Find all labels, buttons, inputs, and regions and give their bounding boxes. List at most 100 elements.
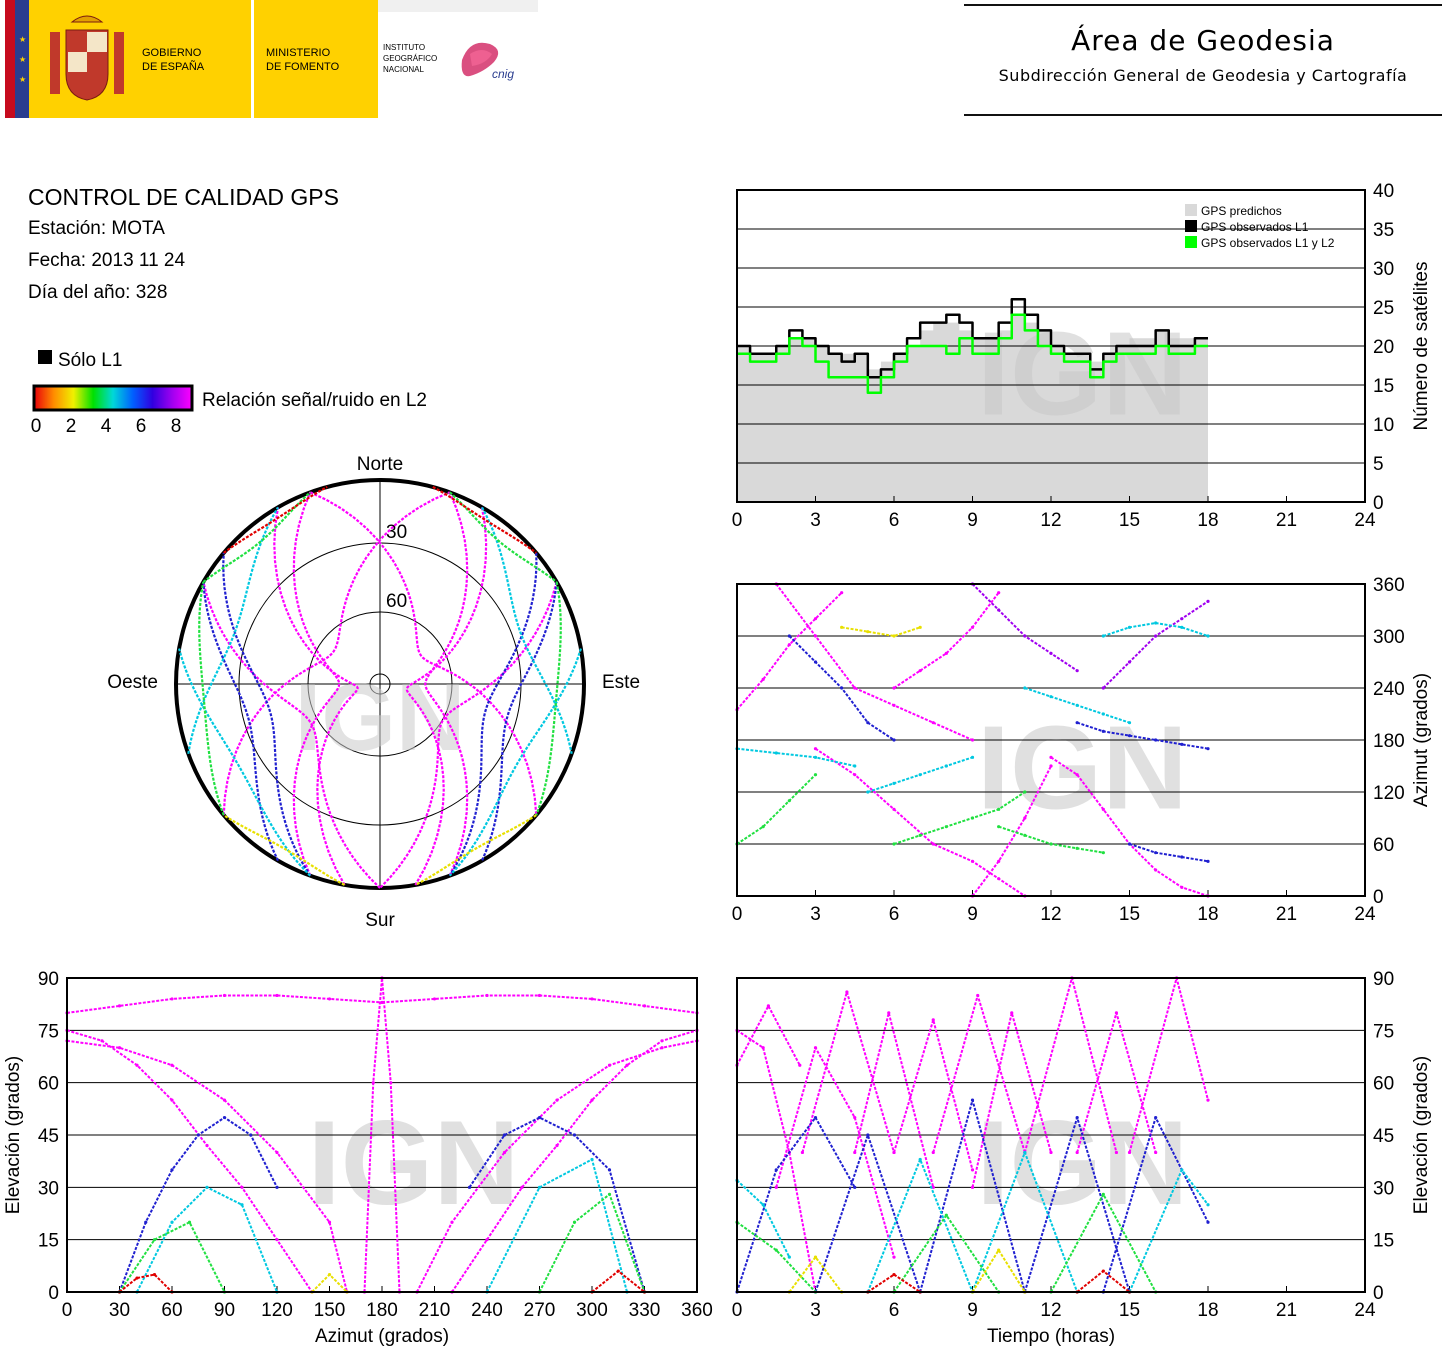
data-point <box>997 859 1001 863</box>
data-point <box>970 816 975 820</box>
data-point <box>1049 1150 1053 1155</box>
data-point <box>389 1081 393 1085</box>
data-point <box>813 617 818 621</box>
data-point <box>892 842 896 846</box>
data-point <box>1127 734 1132 738</box>
x-tick-label: 18 <box>1197 510 1218 530</box>
y-tick-label: 45 <box>38 1126 59 1147</box>
ign-line1: INSTITUTO <box>383 43 425 52</box>
series-line <box>363 977 401 1293</box>
data-point <box>555 1143 559 1148</box>
satellite-track <box>223 485 328 554</box>
x-tick-label: 90 <box>214 1300 235 1321</box>
data-point <box>970 625 975 629</box>
data-point <box>1101 712 1105 716</box>
data-point <box>944 1213 948 1217</box>
data-point <box>607 1192 612 1196</box>
x-tick-label: 9 <box>967 904 978 920</box>
data-point <box>866 721 870 725</box>
data-point <box>866 1133 870 1137</box>
data-point <box>1075 1115 1079 1120</box>
data-point <box>537 1115 542 1120</box>
watermark-ign: IGN <box>976 1097 1188 1230</box>
data-point <box>813 747 818 751</box>
y-tick-label: 20 <box>1373 337 1394 358</box>
data-point <box>1206 634 1210 638</box>
header-logos: ★ ★ ★ GOBIERNO DE ESPAÑA MINISTERIO DE F… <box>5 0 538 118</box>
data-point <box>537 1185 542 1189</box>
y-tick-label: 0 <box>1373 493 1384 514</box>
data-point <box>853 686 857 690</box>
x-tick-label: 270 <box>524 1300 556 1321</box>
y-axis-label: Elevación (grados) <box>3 1056 24 1214</box>
data-point <box>144 1220 148 1224</box>
flag-stripe-icon <box>5 0 15 118</box>
series-line <box>118 1273 173 1293</box>
data-point <box>1023 790 1027 794</box>
ign-line3: NACIONAL <box>383 65 424 74</box>
data-point <box>100 1039 104 1043</box>
watermark-ign: IGN <box>977 309 1188 441</box>
x-tick-label: 0 <box>62 1300 73 1321</box>
data-point <box>787 1255 791 1259</box>
y-tick-label: 60 <box>38 1074 59 1095</box>
data-point <box>275 1150 279 1155</box>
data-point <box>813 1046 818 1050</box>
azimuth-time-chart: IGN 0 60 120 180 240 300 360 0 3 6 9 12 15 18 21 24 Azimu… <box>732 575 1432 920</box>
y-tick-label: 10 <box>1373 415 1394 436</box>
y-tick-label: 360 <box>1373 575 1405 596</box>
series-line <box>736 1116 856 1293</box>
data-point <box>1023 833 1027 837</box>
series-line <box>971 583 1078 672</box>
data-point <box>918 833 922 837</box>
x-tick-label: 0 <box>732 510 743 530</box>
snr-tick-label: 4 <box>101 416 112 437</box>
data-point <box>1180 1168 1184 1172</box>
data-point <box>853 773 857 777</box>
data-point <box>371 1081 375 1085</box>
data-point <box>970 1098 975 1102</box>
data-point <box>502 1133 507 1137</box>
data-point <box>590 997 594 1001</box>
data-point <box>1206 1098 1210 1102</box>
ministry-panel <box>254 0 378 118</box>
y-tick-label: 30 <box>1373 259 1394 280</box>
satellite-track <box>223 814 346 886</box>
x-tick-label: 21 <box>1276 904 1297 920</box>
report-title: CONTROL DE CALIDAD GPS <box>28 184 339 210</box>
satellite-track <box>202 581 381 889</box>
label-west: Oeste <box>107 672 158 693</box>
series-line <box>775 1046 895 1258</box>
data-point <box>450 1220 454 1224</box>
legend-entry: GPS predichos <box>1201 204 1282 218</box>
data-point <box>607 1063 612 1067</box>
legend-entry: GPS observados L1 y L2 <box>1201 236 1335 250</box>
data-point <box>467 1185 472 1189</box>
series-line <box>788 1256 843 1293</box>
x-tick-label: 6 <box>889 1300 900 1321</box>
y-tick-label: 15 <box>38 1231 59 1252</box>
data-point <box>1049 651 1053 655</box>
snr-label: Relación señal/ruido en L2 <box>202 390 427 411</box>
data-point <box>1180 855 1184 859</box>
data-point <box>1206 859 1210 863</box>
data-point <box>761 1046 765 1050</box>
data-point <box>918 773 922 777</box>
satellite-track <box>273 507 359 886</box>
satellite-track <box>414 814 537 886</box>
label-east: Este <box>602 672 640 693</box>
satellite-track <box>432 485 537 554</box>
x-tick-label: 15 <box>1119 904 1140 920</box>
series-line <box>893 592 1000 689</box>
satellite-track <box>424 491 469 877</box>
x-tick-label: 210 <box>419 1300 451 1321</box>
label-south: Sur <box>365 910 395 931</box>
data-point <box>774 1168 778 1172</box>
data-point <box>1180 625 1184 629</box>
data-point <box>853 764 857 768</box>
data-point <box>275 993 279 998</box>
data-point <box>866 630 870 634</box>
data-point <box>170 1098 174 1102</box>
area-title: Área de Geodesia <box>1071 24 1335 57</box>
x-tick-label: 3 <box>810 904 821 920</box>
